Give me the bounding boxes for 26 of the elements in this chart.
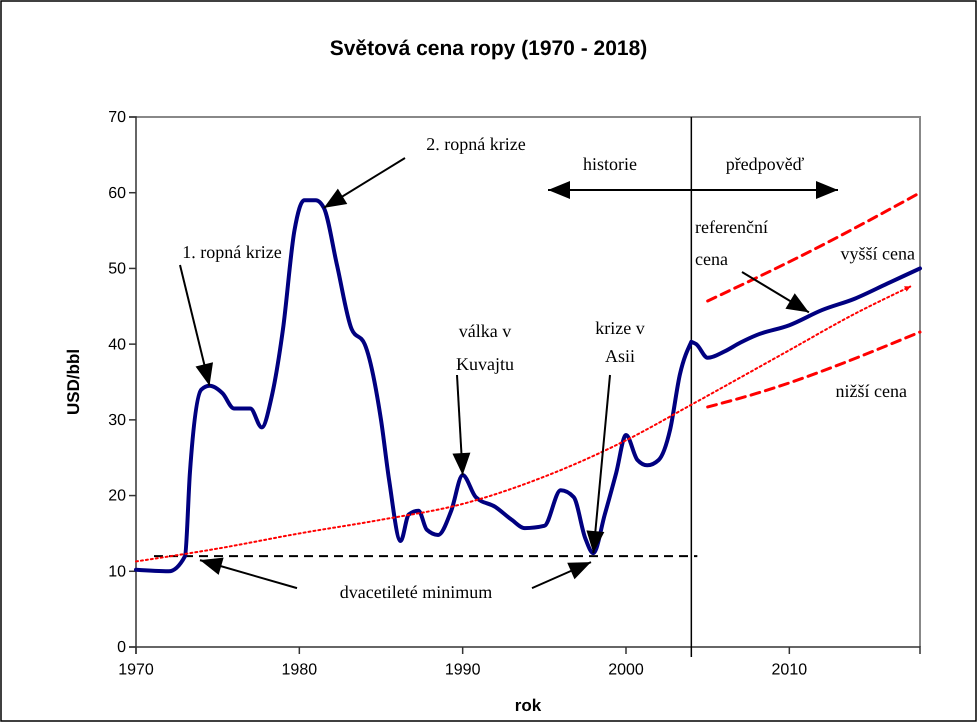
annotation: válka v Kuvajtu bbox=[456, 321, 514, 374]
x-tick-label: 1970 bbox=[118, 662, 154, 679]
chart-title: Světová cena ropy (1970 - 2018) bbox=[330, 37, 648, 60]
series-label: nižší cena bbox=[836, 381, 908, 402]
ref-line-label: dvacetileté minimum bbox=[340, 582, 492, 602]
x-tick-label: 1990 bbox=[444, 662, 481, 679]
y-tick-label: 60 bbox=[108, 184, 126, 202]
annotation: 1. ropná krize bbox=[182, 242, 282, 262]
annotation: 2. ropná krize bbox=[426, 134, 526, 154]
annotation: historie bbox=[583, 154, 637, 174]
x-tick-label: 1980 bbox=[282, 662, 318, 679]
x-tick-label: 2010 bbox=[772, 662, 808, 679]
y-axis-title: USD/bbl bbox=[64, 348, 83, 416]
y-tick-label: 40 bbox=[108, 336, 126, 354]
annotation: předpověď bbox=[726, 154, 805, 174]
y-tick-label: 70 bbox=[108, 109, 126, 126]
y-tick-label: 20 bbox=[108, 488, 126, 505]
x-tick-label: 2000 bbox=[608, 662, 644, 679]
y-tick-label: 10 bbox=[108, 563, 126, 580]
x-axis-title: rok bbox=[514, 696, 542, 715]
annotation: referenční cena bbox=[695, 217, 768, 269]
y-tick-label: 0 bbox=[117, 639, 126, 656]
y-tick-label: 50 bbox=[108, 260, 126, 278]
y-tick-label: 30 bbox=[108, 412, 126, 429]
series-label: vyšší cena bbox=[840, 244, 916, 264]
annotation: krize v Asii bbox=[595, 318, 645, 366]
